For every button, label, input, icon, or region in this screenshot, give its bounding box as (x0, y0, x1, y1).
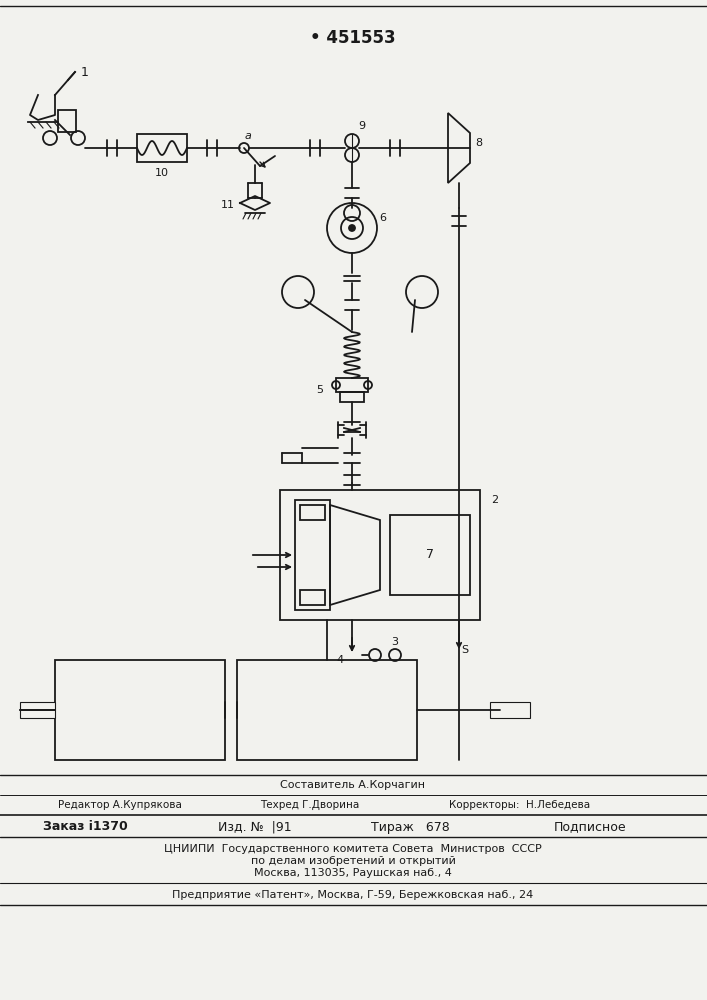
Text: 9: 9 (358, 121, 366, 131)
Text: Редактор А.Купрякова: Редактор А.Купрякова (58, 800, 182, 810)
Text: ЦНИИПИ  Государственного комитета Совета  Министров  СССР: ЦНИИПИ Государственного комитета Совета … (164, 844, 542, 854)
Text: Тираж   678: Тираж 678 (370, 820, 450, 834)
Text: Техред Г.Дворина: Техред Г.Дворина (260, 800, 360, 810)
Bar (340, 392, 364, 402)
Text: 2: 2 (491, 495, 498, 505)
Bar (137, 134, 187, 162)
Bar (300, 590, 325, 605)
Text: a: a (245, 131, 252, 141)
Text: 8: 8 (475, 138, 482, 148)
Bar (55, 660, 225, 760)
Bar (336, 378, 368, 392)
Text: 5: 5 (317, 385, 324, 395)
Text: 11: 11 (221, 200, 235, 210)
Text: Составитель А.Корчагин: Составитель А.Корчагин (281, 780, 426, 790)
Bar (490, 702, 530, 718)
Bar (390, 515, 470, 595)
Text: • 451553: • 451553 (310, 29, 396, 47)
Text: 6: 6 (380, 213, 387, 223)
Bar (237, 660, 417, 760)
Text: 10: 10 (155, 168, 169, 178)
Text: S: S (462, 645, 469, 655)
Bar (20, 702, 55, 718)
Bar (280, 490, 480, 620)
Text: 4: 4 (337, 655, 344, 665)
Text: 1: 1 (81, 66, 89, 79)
Text: Москва, 113035, Раушская наб., 4: Москва, 113035, Раушская наб., 4 (254, 868, 452, 878)
Text: Подписное: Подписное (554, 820, 626, 834)
Text: Заказ ⅰ1370: Заказ ⅰ1370 (42, 820, 127, 834)
Text: по делам изобретений и открытий: по делам изобретений и открытий (250, 856, 455, 866)
Bar (58, 110, 76, 132)
Bar (300, 505, 325, 520)
Text: Предприятие «Патент», Москва, Г-59, Бережковская наб., 24: Предприятие «Патент», Москва, Г-59, Бере… (173, 890, 534, 900)
Circle shape (349, 225, 355, 231)
Bar (295, 500, 330, 610)
Text: 3: 3 (392, 637, 399, 647)
Text: Изд. №  |91: Изд. № |91 (218, 820, 292, 834)
Text: Корректоры:  Н.Лебедева: Корректоры: Н.Лебедева (450, 800, 590, 810)
Text: 7: 7 (426, 548, 434, 562)
